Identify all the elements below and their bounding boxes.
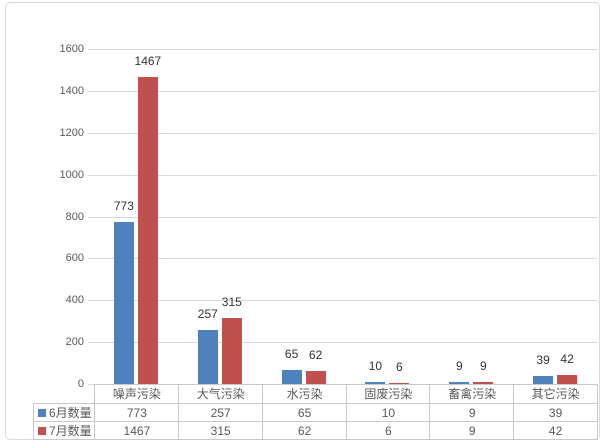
chart-frame xyxy=(5,2,600,440)
